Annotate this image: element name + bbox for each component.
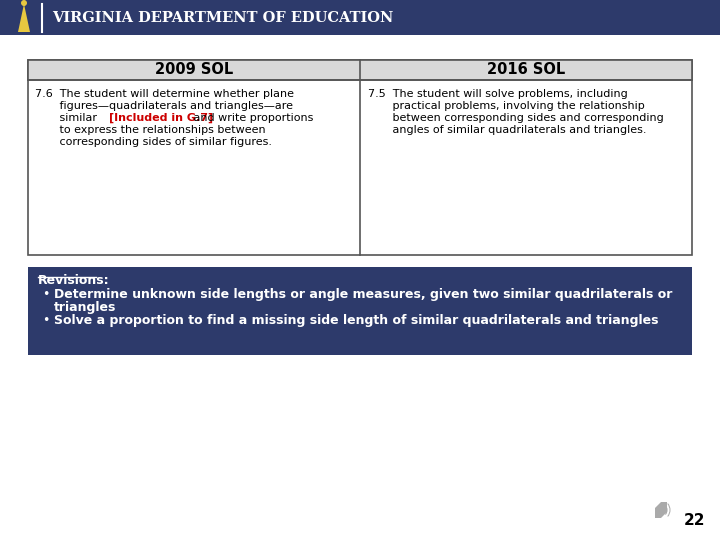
Text: angles of similar quadrilaterals and triangles.: angles of similar quadrilaterals and tri… bbox=[368, 125, 647, 135]
Text: Determine unknown side lengths or angle measures, given two similar quadrilatera: Determine unknown side lengths or angle … bbox=[54, 288, 672, 301]
Text: VIRGINIA DEPARTMENT OF EDUCATION: VIRGINIA DEPARTMENT OF EDUCATION bbox=[52, 11, 393, 25]
Text: Revisions:: Revisions: bbox=[38, 274, 109, 287]
Text: •: • bbox=[42, 314, 50, 327]
Polygon shape bbox=[18, 4, 30, 32]
Text: 2016 SOL: 2016 SOL bbox=[487, 63, 565, 78]
Text: similar: similar bbox=[35, 113, 101, 123]
Text: 7.5  The student will solve problems, including: 7.5 The student will solve problems, inc… bbox=[368, 89, 628, 99]
Text: •: • bbox=[42, 288, 50, 301]
Text: and write proportions: and write proportions bbox=[190, 113, 313, 123]
Text: practical problems, involving the relationship: practical problems, involving the relati… bbox=[368, 101, 644, 111]
Text: 22: 22 bbox=[683, 513, 705, 528]
FancyBboxPatch shape bbox=[28, 60, 692, 255]
Text: figures—quadrilaterals and triangles—are: figures—quadrilaterals and triangles—are bbox=[35, 101, 293, 111]
Text: 7.6  The student will determine whether plane: 7.6 The student will determine whether p… bbox=[35, 89, 294, 99]
FancyBboxPatch shape bbox=[28, 267, 692, 355]
FancyBboxPatch shape bbox=[28, 60, 692, 80]
Text: to express the relationships between: to express the relationships between bbox=[35, 125, 266, 135]
FancyBboxPatch shape bbox=[0, 35, 720, 540]
Text: corresponding sides of similar figures.: corresponding sides of similar figures. bbox=[35, 137, 272, 147]
Text: 2009 SOL: 2009 SOL bbox=[155, 63, 233, 78]
Text: Solve a proportion to find a missing side length of similar quadrilaterals and t: Solve a proportion to find a missing sid… bbox=[54, 314, 659, 327]
Text: [Included in G.7]: [Included in G.7] bbox=[109, 113, 213, 123]
Text: between corresponding sides and corresponding: between corresponding sides and correspo… bbox=[368, 113, 664, 123]
Text: triangles: triangles bbox=[54, 301, 117, 314]
Polygon shape bbox=[655, 502, 667, 518]
Circle shape bbox=[21, 0, 27, 6]
FancyBboxPatch shape bbox=[0, 0, 720, 35]
